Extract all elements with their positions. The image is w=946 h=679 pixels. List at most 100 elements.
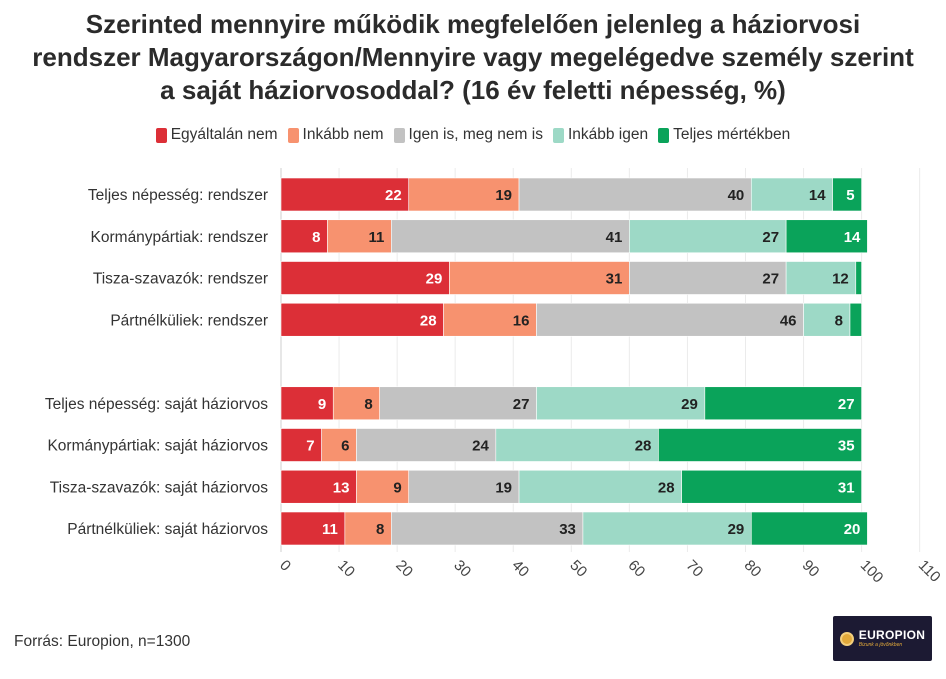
data-label: 8: [835, 312, 843, 329]
category-label: Pártnélküliek: rendszer: [110, 312, 268, 329]
bar-segment: [849, 302, 862, 337]
data-label: 27: [762, 229, 779, 246]
legend-item: Egyáltalán nem: [155, 126, 278, 144]
bar-segment: [408, 469, 520, 504]
bar-segment: [443, 302, 537, 337]
bar-segment: [280, 469, 357, 504]
bar-segment: [449, 261, 630, 295]
bar-segment: [704, 386, 862, 421]
data-label: 8: [312, 229, 320, 246]
data-label: 29: [681, 396, 698, 413]
bar-segment: [518, 177, 752, 212]
data-label: 27: [838, 396, 855, 413]
category-label: Teljes népesség: saját háziorvos: [45, 396, 268, 413]
data-label: 11: [322, 521, 338, 538]
legend-label: Teljes mértékben: [673, 126, 791, 143]
category-label: Tisza-szavazók: rendszer: [93, 271, 268, 288]
data-label: 19: [495, 479, 512, 496]
category-label: Pártnélküliek: saját háziorvos: [67, 521, 268, 538]
title-line-2: rendszer Magyarországon/Mennyire vagy me…: [32, 42, 914, 72]
data-label: 28: [658, 479, 675, 496]
bar-segment: [327, 219, 392, 254]
bar-segment: [750, 511, 868, 546]
legend-item: Inkább nem: [287, 126, 384, 144]
data-label: 28: [635, 438, 652, 455]
bar-segment: [280, 428, 322, 462]
x-tick-label: 20: [392, 557, 416, 581]
bar-segment: [785, 219, 868, 254]
legend-item: Igen is, meg nem is: [393, 126, 543, 144]
data-label: 27: [513, 396, 530, 413]
data-label: 33: [559, 521, 576, 538]
data-label: 16: [513, 312, 530, 329]
data-label: 6: [341, 438, 349, 455]
bar-segment: [803, 302, 851, 337]
bar-segment: [280, 261, 450, 295]
data-label: 31: [606, 271, 623, 288]
data-label: 40: [728, 187, 745, 204]
bar-segment: [356, 428, 497, 462]
data-label: 29: [728, 521, 745, 538]
data-label: 41: [606, 229, 623, 246]
legend-swatch: [393, 127, 405, 143]
bar-segment: [280, 177, 410, 212]
x-tick-label: 70: [683, 557, 707, 581]
bar-segment: [536, 386, 706, 421]
data-label: 9: [318, 396, 326, 413]
data-label: 46: [780, 312, 797, 329]
bar-segment: [832, 177, 862, 212]
bar-segment: [855, 261, 862, 295]
category-label: Kormánypártiak: saját háziorvos: [47, 438, 268, 455]
x-tick-label: 0: [276, 557, 294, 575]
x-tick-label: 100: [857, 557, 887, 587]
bar-segment: [408, 177, 520, 212]
data-label: 12: [832, 271, 849, 288]
bar-segment: [750, 177, 833, 212]
logo-mark-icon: [839, 631, 854, 646]
bar-segment: [280, 386, 334, 421]
data-label: 9: [393, 479, 401, 496]
bar-segment: [280, 511, 346, 546]
category-label: Teljes népesség: rendszer: [88, 187, 268, 204]
bar-segment: [344, 511, 392, 546]
bar-segment: [518, 469, 682, 504]
bar-segment: [321, 428, 357, 462]
chart-title: Szerinted mennyire működik megfelelően j…: [0, 8, 946, 107]
category-label: Kormánypártiak: rendszer: [91, 229, 268, 246]
source-note: Forrás: Europion, n=1300: [14, 633, 191, 650]
bar-segment: [536, 302, 804, 337]
legend-swatch: [287, 127, 299, 143]
bar-segment: [629, 219, 787, 254]
data-label: 14: [809, 187, 826, 204]
data-label: 13: [333, 479, 350, 496]
data-label: 20: [844, 521, 861, 538]
legend-swatch: [552, 127, 564, 143]
x-tick-label: 50: [566, 557, 590, 581]
bar-segment: [582, 511, 752, 546]
legend-label: Egyáltalán nem: [170, 126, 278, 143]
legend-item: Teljes mértékben: [658, 126, 790, 144]
legend-item: Inkább igen: [552, 126, 649, 144]
x-tick-label: 60: [625, 557, 649, 581]
data-label: 11: [368, 229, 384, 246]
x-tick-label: 80: [741, 557, 765, 581]
bar-segment: [391, 219, 630, 254]
legend-label: Inkább igen: [567, 126, 649, 143]
data-label: 24: [472, 438, 489, 455]
logo-tagline: Bizunk a jövőnkben: [858, 642, 903, 648]
chart-legend: Egyáltalán nem Inkább nem Igen is, meg nem…: [0, 126, 946, 144]
bar-segment: [658, 428, 862, 462]
data-label: 7: [306, 438, 314, 455]
data-label: 27: [762, 271, 779, 288]
x-tick-label: 40: [508, 557, 532, 581]
data-label: 8: [364, 396, 372, 413]
x-tick-label: 90: [799, 557, 823, 581]
data-label: 29: [426, 271, 443, 288]
title-line-3: a saját háziorvosoddal? (16 év feletti n…: [160, 75, 786, 105]
bar-segment: [681, 469, 862, 504]
x-tick-label: 30: [450, 557, 474, 581]
x-tick-label: 110: [915, 557, 944, 586]
title-line-1: Szerinted mennyire működik megfelelően j…: [85, 9, 861, 39]
data-label: 31: [838, 479, 855, 496]
legend-label: Inkább nem: [302, 126, 384, 143]
